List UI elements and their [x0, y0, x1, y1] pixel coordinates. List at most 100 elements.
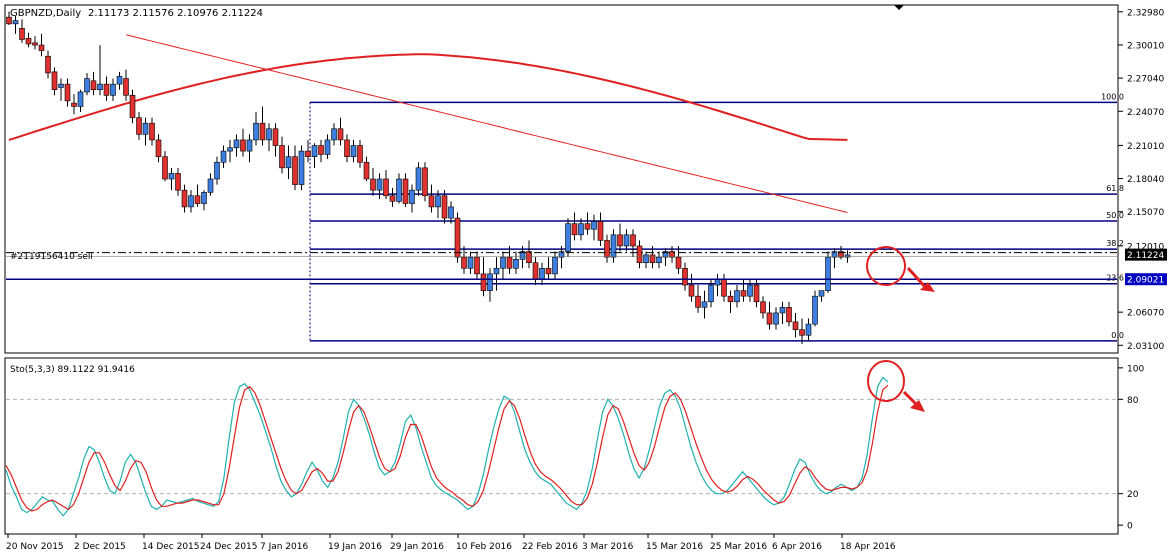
candle-body [350, 145, 357, 157]
highlight-circle-price [866, 246, 906, 286]
candle-body [194, 195, 201, 204]
candle-body [708, 284, 714, 303]
candle-body [825, 256, 831, 291]
candle-body [662, 251, 669, 258]
candle-body [558, 251, 565, 258]
candle-body [610, 234, 617, 258]
candle-body [578, 223, 584, 236]
candle-body [682, 267, 688, 286]
candle-body [305, 150, 311, 157]
candle-body [77, 91, 84, 107]
candle-body [636, 245, 643, 264]
candle-body [285, 156, 292, 169]
candle-body [175, 173, 181, 191]
order-label[interactable]: #2119156410 sell [10, 252, 93, 262]
x-tick-label: 3 Mar 2016 [582, 542, 634, 552]
order-price-tag [1125, 273, 1167, 286]
candle-body [311, 145, 318, 157]
stochastic-title: Sto(5,3,3) 89.1122 91.9416 [10, 365, 135, 375]
candle-body [448, 206, 454, 219]
fib-level-label: 23.6 [1106, 274, 1124, 283]
candle-body [831, 251, 838, 258]
candle-body [123, 78, 129, 96]
osc-tick-label: 0 [1127, 522, 1133, 532]
candle-body [337, 128, 344, 141]
arrow-shaft-price [906, 266, 928, 290]
candle-body [370, 178, 376, 191]
x-tick-label: 10 Feb 2016 [456, 542, 512, 552]
y-tick-label: 2.06070 [1127, 309, 1164, 319]
candle-body [396, 178, 402, 202]
fib-level-label: 50.0 [1106, 211, 1124, 220]
candle-body [487, 273, 493, 291]
candle-body [318, 145, 324, 155]
candle-body [149, 122, 155, 141]
candle-body [38, 44, 45, 51]
candle-body [253, 122, 259, 141]
y-tick-label: 2.15070 [1127, 208, 1164, 218]
osc-tick-label: 80 [1127, 396, 1139, 406]
stochastic-panel-frame [4, 357, 1119, 535]
candle-body [266, 128, 272, 141]
current-price-tag [1125, 248, 1167, 261]
x-tick-label: 6 Apr 2016 [772, 542, 822, 552]
osc-tick-label: 100 [1127, 364, 1144, 374]
candle-body [675, 256, 682, 269]
candle-body [58, 83, 64, 88]
candle-body [389, 195, 396, 202]
candle-body [747, 284, 753, 297]
x-tick-label: 7 Jan 2016 [260, 542, 308, 552]
candle-body [110, 83, 116, 96]
x-tick-label: 24 Dec 2015 [200, 542, 258, 552]
candle-body [812, 295, 818, 325]
candle-body [454, 217, 461, 258]
y-tick-label: 2.03100 [1127, 342, 1164, 352]
candle-body [90, 80, 97, 91]
candle-body [435, 195, 441, 208]
candle-body [669, 251, 675, 258]
candle-body [844, 254, 851, 258]
candle-body [480, 273, 487, 291]
fib-level-label: 0.0 [1111, 331, 1124, 340]
candle-body [701, 301, 708, 308]
candle-body [259, 122, 266, 141]
candle-body [786, 307, 792, 323]
candle-body [630, 234, 636, 247]
candle-body [292, 156, 298, 185]
candle-body [545, 267, 552, 275]
candle-body [383, 178, 389, 197]
x-tick-label: 20 Nov 2015 [6, 542, 64, 552]
candle-body [721, 279, 727, 297]
y-tick-label: 2.21010 [1127, 142, 1164, 152]
candle-body [552, 256, 558, 275]
candle-body [441, 195, 448, 219]
candle-body [155, 139, 162, 157]
candle-body [474, 256, 480, 275]
y-tick-label: 2.18040 [1127, 175, 1164, 185]
highlight-circle-stochastic [867, 360, 905, 402]
candle-body [773, 312, 779, 325]
candle-body [617, 234, 623, 247]
candle-body [6, 16, 12, 25]
osc-tick-label: 20 [1127, 490, 1139, 500]
fib-level-label: 38.2 [1106, 239, 1124, 248]
y-tick-label: 2.30010 [1127, 41, 1164, 51]
x-tick-label: 2 Dec 2015 [74, 542, 126, 552]
candle-body [714, 279, 721, 286]
candle-body [344, 139, 350, 157]
candle-body [25, 38, 32, 45]
candle-body [422, 167, 428, 197]
candle-body [623, 234, 630, 247]
y-tick-label: 2.24070 [1127, 108, 1164, 118]
candle-body [207, 178, 214, 193]
x-tick-label: 29 Jan 2016 [390, 542, 444, 552]
candle-body [227, 147, 233, 152]
candle-body [279, 145, 285, 169]
y-tick-label: 2.12010 [1127, 242, 1164, 252]
candle-body [526, 251, 532, 264]
chart-shift-marker[interactable] [894, 5, 904, 10]
fib-level-label: 61.8 [1106, 184, 1124, 193]
candle-body [779, 307, 786, 314]
ohlc-header: 2.11173 2.11576 2.10976 2.11224 [88, 8, 263, 19]
